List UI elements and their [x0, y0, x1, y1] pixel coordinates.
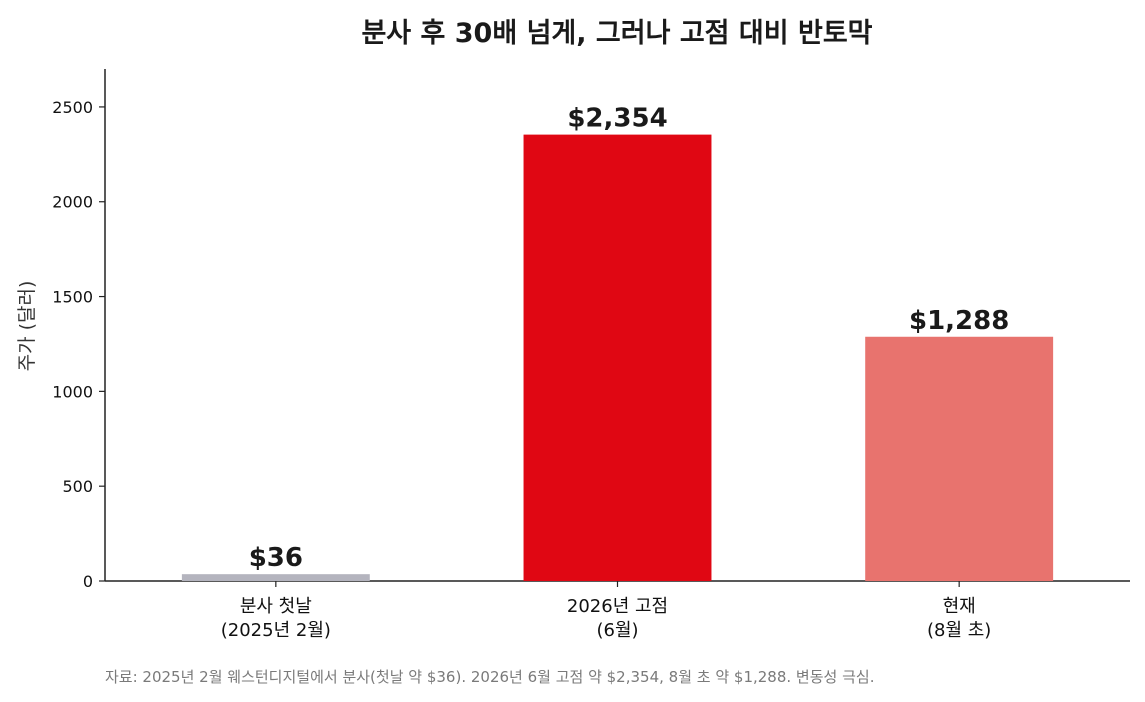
x-tick-label: 2026년 고점: [567, 596, 668, 617]
y-tick-label: 1500: [52, 288, 93, 307]
chart-title: 분사 후 30배 넘게, 그러나 고점 대비 반토막: [361, 18, 872, 49]
bars: [181, 134, 1054, 581]
data-label: $2,354: [567, 104, 667, 134]
y-tick-label: 500: [62, 477, 93, 496]
y-axis-ticks: 0 500 1000 1500 2000 2500: [52, 98, 105, 591]
x-tick-label: (8월 초): [927, 620, 991, 641]
data-labels: $36 $2,354 $1,288: [249, 104, 1010, 574]
x-tick-label: (6월): [596, 620, 638, 641]
data-label: $1,288: [909, 306, 1009, 336]
y-tick-label: 1000: [52, 382, 93, 401]
y-tick-label: 2500: [52, 98, 93, 117]
y-axis-label: 주가 (달러): [16, 281, 38, 372]
x-tick-label: (2025년 2월): [221, 620, 331, 641]
bar: [181, 574, 370, 581]
y-tick-label: 0: [83, 572, 93, 591]
x-tick-label: 현재: [943, 596, 976, 617]
x-axis-ticks: 분사 첫날 (2025년 2월) 2026년 고점 (6월) 현재 (8월 초): [221, 581, 991, 641]
bar: [865, 336, 1054, 581]
source-note: 자료: 2025년 2월 웨스턴디지털에서 분사(첫날 약 $36). 2026…: [105, 668, 875, 686]
x-tick-label: 분사 첫날: [240, 596, 312, 617]
data-label: $36: [249, 543, 303, 573]
y-tick-label: 2000: [52, 193, 93, 212]
bar: [523, 134, 712, 581]
